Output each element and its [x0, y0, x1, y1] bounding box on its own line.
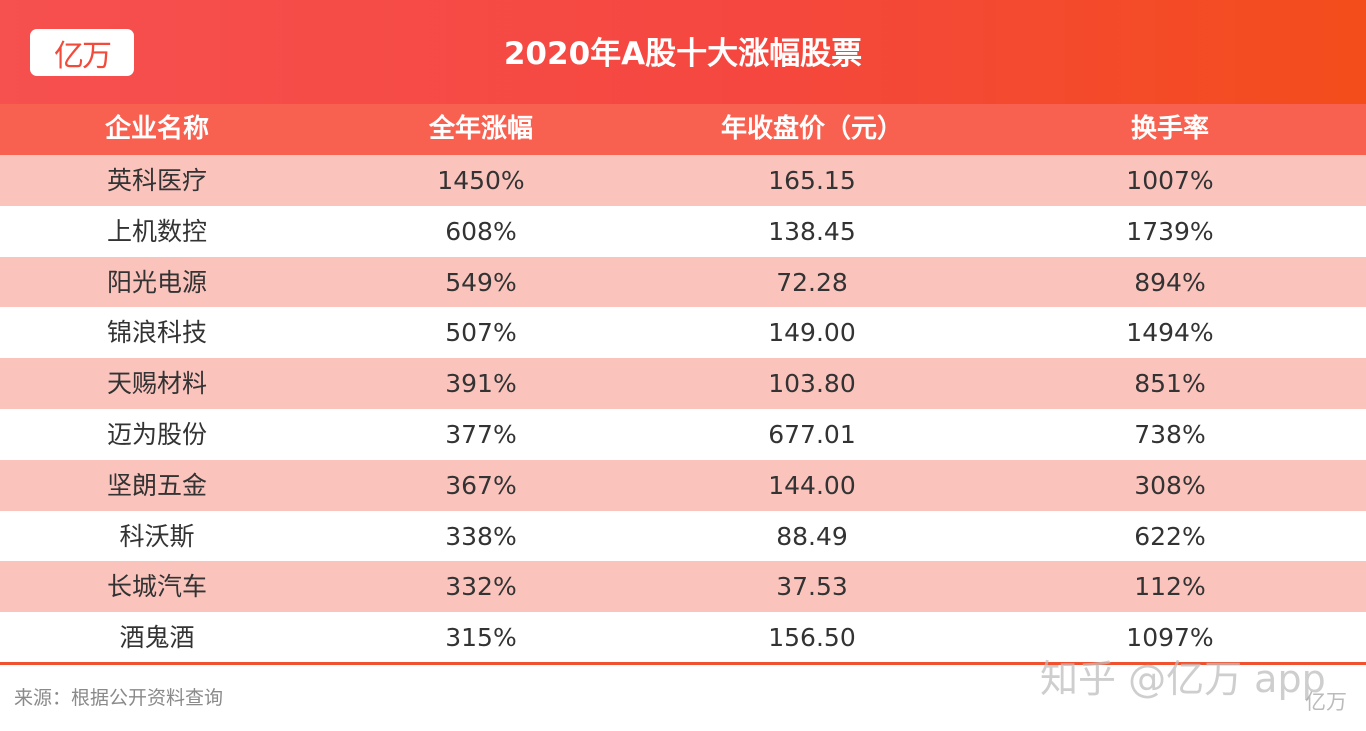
annual-gain-cell: 367% — [445, 470, 517, 500]
company-name-cell: 阳光电源 — [106, 267, 207, 297]
table-row: 长城汽车 332% 37.53 112% — [0, 561, 1366, 613]
turnover-cell: 1097% — [1126, 623, 1214, 653]
column-header-turnover: 换手率 — [1130, 114, 1209, 144]
closing-price-cell: 156.50 — [768, 623, 856, 653]
page-title: 2020年A股十大涨幅股票 — [503, 36, 863, 72]
closing-price-cell: 72.28 — [776, 267, 848, 297]
header-banner: 亿万 2020年A股十大涨幅股票 — [0, 0, 1366, 104]
company-name-cell: 酒鬼酒 — [119, 623, 195, 653]
annual-gain-cell: 338% — [445, 521, 517, 551]
annual-gain-cell: 391% — [445, 369, 517, 399]
company-name-cell: 上机数控 — [106, 216, 207, 246]
closing-price-cell: 149.00 — [768, 318, 856, 348]
turnover-cell: 1739% — [1126, 216, 1214, 246]
table-row: 阳光电源 549% 72.28 894% — [0, 256, 1366, 308]
annual-gain-cell: 608% — [445, 216, 517, 246]
turnover-cell: 308% — [1134, 470, 1206, 500]
closing-price-cell: 103.80 — [768, 369, 856, 399]
column-header-annual-gain: 全年涨幅 — [428, 114, 533, 144]
table-row: 酒鬼酒 315% 156.50 1097% — [0, 612, 1366, 663]
column-header-closing-price: 年收盘价（元） — [720, 114, 903, 144]
closing-price-cell: 165.15 — [768, 166, 856, 195]
table-row: 坚朗五金 367% 144.00 308% — [0, 459, 1366, 511]
table-row: 上机数控 608% 138.45 1739% — [0, 205, 1366, 257]
annual-gain-cell: 549% — [445, 267, 517, 297]
closing-price-cell: 37.53 — [776, 572, 848, 602]
watermark-text: 知乎 @亿万 app — [1040, 657, 1326, 701]
turnover-cell: 894% — [1134, 267, 1206, 297]
closing-price-cell: 677.01 — [768, 419, 856, 449]
turnover-cell: 738% — [1134, 419, 1206, 449]
turnover-cell: 851% — [1134, 369, 1206, 399]
company-name-cell: 科沃斯 — [119, 521, 195, 551]
column-header-company: 企业名称 — [104, 114, 209, 144]
annual-gain-cell: 332% — [445, 572, 517, 602]
company-name-cell: 锦浪科技 — [106, 318, 207, 348]
table-row: 科沃斯 338% 88.49 622% — [0, 510, 1366, 562]
table-row: 锦浪科技 507% 149.00 1494% — [0, 307, 1366, 359]
annual-gain-cell: 377% — [445, 419, 517, 449]
turnover-cell: 1494% — [1126, 318, 1214, 348]
turnover-cell: 622% — [1134, 521, 1206, 551]
turnover-cell: 112% — [1134, 572, 1206, 602]
table-row: 天赐材料 391% 103.80 851% — [0, 358, 1366, 409]
table-header: 企业名称 全年涨幅 年收盘价（元） 换手率 — [0, 104, 1366, 155]
closing-price-cell: 144.00 — [768, 470, 856, 500]
company-name-cell: 坚朗五金 — [106, 470, 207, 500]
closing-price-cell: 88.49 — [776, 521, 848, 551]
watermark-corner-text: 亿万 — [1305, 690, 1347, 714]
turnover-cell: 1007% — [1126, 166, 1214, 195]
company-name-cell: 英科医疗 — [106, 166, 207, 195]
company-name-cell: 迈为股份 — [106, 419, 207, 449]
table-row: 英科医疗 1450% 165.15 1007% — [0, 155, 1366, 206]
company-name-cell: 长城汽车 — [106, 572, 207, 602]
annual-gain-cell: 315% — [445, 623, 517, 653]
table-body: 英科医疗 1450% 165.15 1007% 上机数控 608% 138.45… — [0, 155, 1366, 663]
annual-gain-cell: 507% — [445, 318, 517, 348]
table-row: 迈为股份 377% 677.01 738% — [0, 408, 1366, 460]
annual-gain-cell: 1450% — [437, 166, 525, 195]
brand-logo: 亿万 — [30, 29, 134, 76]
closing-price-cell: 138.45 — [768, 216, 856, 246]
company-name-cell: 天赐材料 — [106, 369, 207, 399]
table-bottom-divider — [0, 662, 1366, 665]
source-note: 来源：根据公开资料查询 — [14, 687, 224, 709]
